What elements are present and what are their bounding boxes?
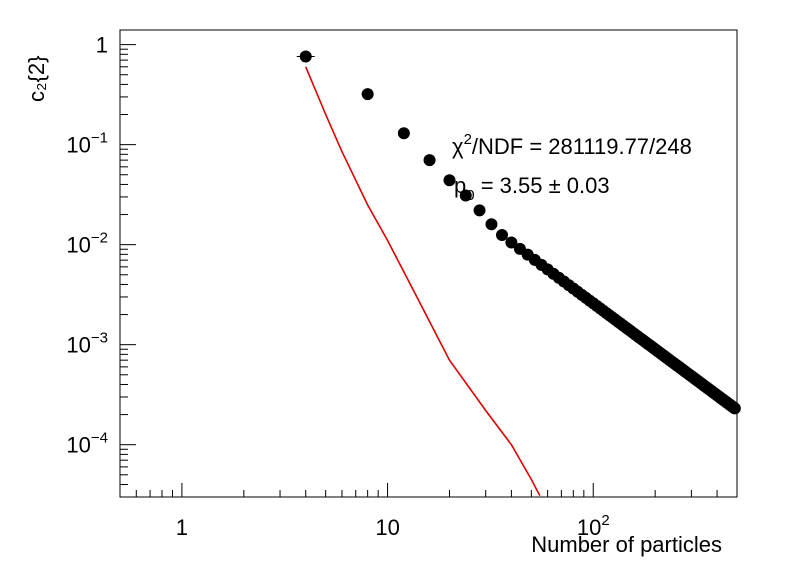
p0-annotation: p0 = 3.55 ± 0.03: [454, 173, 610, 204]
y-axis-minor-ticks: [120, 48, 128, 498]
y-axis-major-ticks: [120, 44, 136, 446]
x-tick-label: 102: [577, 512, 610, 540]
x-axis-title: Number of particles: [531, 532, 722, 557]
x-axis-tick-labels: 1 10 102: [176, 512, 610, 540]
x-tick-label: 1: [176, 515, 188, 540]
chi2-value: /NDF = 281119.77/248: [472, 134, 692, 159]
data-point: [459, 189, 472, 202]
chi2-symbol: χ: [452, 134, 464, 159]
data-point: [423, 154, 436, 167]
y-tick-label: 10−3: [66, 330, 108, 358]
y-tick-label: 1: [96, 33, 108, 58]
x-tick-label: 10: [375, 515, 399, 540]
y-tick-label: 10−2: [66, 230, 108, 258]
x-axis-minor-ticks: [119, 490, 738, 497]
data-point: [443, 174, 456, 187]
data-point: [361, 88, 374, 101]
y-axis-title: c₂{2}: [24, 56, 49, 102]
x-axis-major-ticks: [181, 483, 594, 497]
y-tick-label: 10−4: [66, 430, 108, 458]
y-axis-tick-labels: 1 10−1 10−2 10−3 10−4: [66, 33, 108, 458]
p0-symbol: p: [454, 173, 466, 198]
data-point: [299, 50, 312, 63]
data-point: [728, 402, 741, 415]
p0-value: = 3.55 ± 0.03: [475, 173, 610, 198]
fit-curve: [304, 66, 541, 496]
data-point: [473, 204, 486, 217]
data-point: [485, 218, 498, 231]
y-tick-label: 10−1: [66, 130, 108, 158]
data-points: [296, 50, 741, 415]
data-point: [397, 127, 410, 140]
data-point: [495, 228, 508, 241]
chi2-superscript: 2: [464, 131, 472, 148]
data-point: [505, 236, 518, 249]
p0-subscript: 0: [466, 187, 474, 204]
chi2-annotation: χ2/NDF = 281119.77/248: [452, 131, 692, 159]
plot-frame: [119, 29, 738, 498]
fit-curve-line: [304, 66, 541, 496]
